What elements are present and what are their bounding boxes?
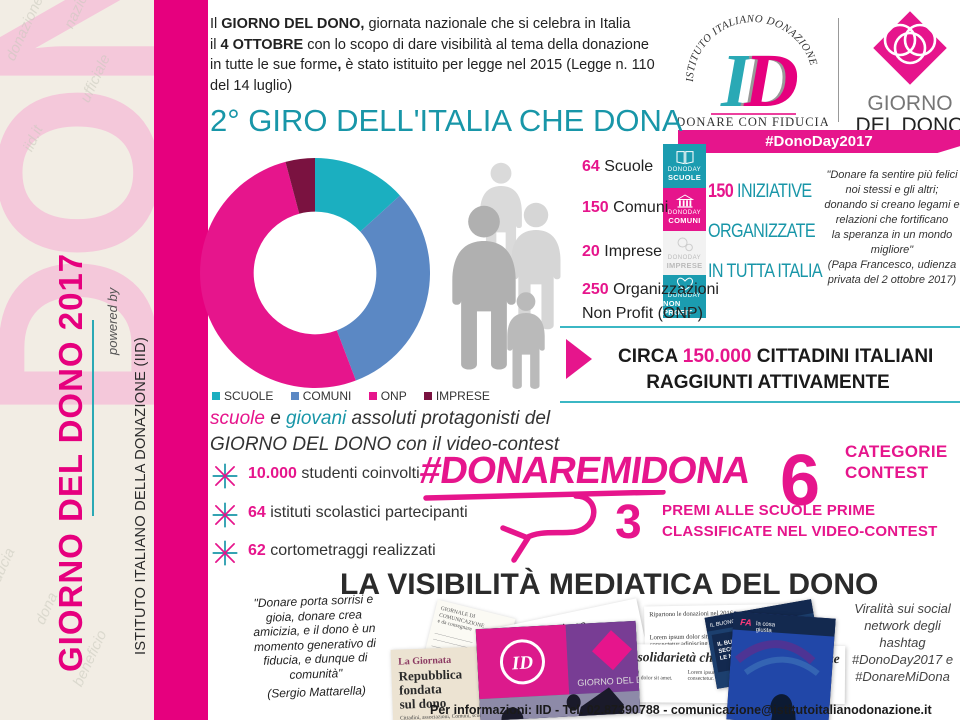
svg-text:ID: ID (510, 652, 533, 674)
svg-text:FA: FA (740, 617, 752, 628)
svg-text:giusta: giusta (755, 627, 772, 634)
